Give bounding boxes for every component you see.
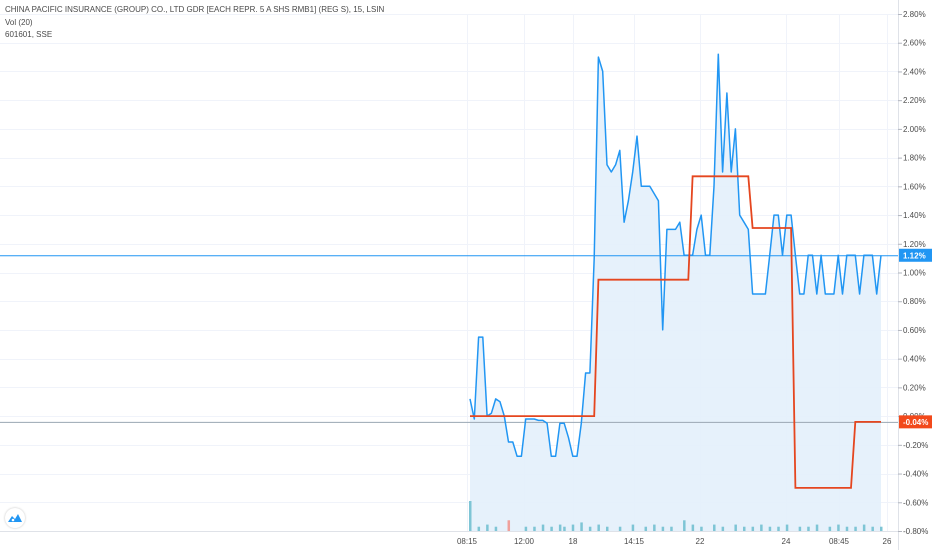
x-tick-label: 08:15 (457, 537, 478, 546)
y-tick-label: 0.20% (903, 383, 926, 392)
y-tick-label: 2.20% (903, 96, 926, 105)
series-line-compare (470, 175, 881, 489)
volume-bar (571, 524, 575, 531)
volume-bar (798, 526, 802, 531)
y-tick-label: -0.20% (903, 441, 928, 450)
badge-main-bg (899, 248, 932, 262)
y-tick-label: 2.40% (903, 67, 926, 76)
volume-bar (661, 526, 665, 531)
volume-bar (713, 524, 716, 531)
volume-bar (507, 520, 511, 531)
volume-bar (644, 526, 648, 531)
y-tick-label: 0.40% (903, 355, 926, 364)
comparison-legend: 601601, SSE (5, 30, 53, 39)
volume-bar (563, 526, 566, 531)
volume-bar (494, 526, 498, 531)
volume-bar (631, 524, 635, 531)
y-tick-label: 1.40% (903, 211, 926, 220)
badge-compare-bg (899, 415, 932, 429)
x-tick-label: 22 (696, 537, 705, 546)
x-tick-label: 08:45 (829, 537, 850, 546)
volume-bar (653, 524, 656, 531)
series-area (470, 54, 881, 531)
volume-bar (880, 526, 883, 531)
y-tick-label: 1.60% (903, 182, 926, 191)
volume-bar (588, 526, 592, 531)
volume-bar (721, 526, 725, 531)
volume-bar (837, 524, 840, 531)
x-tick-label: 26 (883, 537, 892, 546)
y-tick-label: 0.80% (903, 297, 926, 306)
tradingview-logo-icon[interactable] (5, 508, 25, 528)
y-tick-label: -0.80% (903, 527, 928, 536)
volume-bar (477, 526, 481, 531)
symbol-title: CHINA PACIFIC INSURANCE (GROUP) CO., LTD… (5, 5, 385, 14)
x-tick-label: 12:00 (514, 537, 535, 546)
y-tick-label: -0.40% (903, 470, 928, 479)
volume-legend: Vol (20) (5, 17, 33, 27)
volume-bar (524, 526, 528, 531)
volume-bar (597, 524, 600, 531)
volume-bar (700, 526, 703, 531)
volume-bar (533, 526, 536, 531)
volume-bar (828, 526, 832, 531)
series-line-main (469, 53, 882, 458)
volume-bar (558, 524, 562, 531)
volume-bar (862, 524, 866, 531)
y-tick-label: 0.60% (903, 326, 926, 335)
badge-main-label: 1.12% (903, 251, 926, 260)
volume-bar (777, 526, 780, 531)
volume-bar (785, 524, 789, 531)
volume-bar (743, 526, 746, 531)
volume-bar (871, 526, 874, 531)
x-tick-label: 24 (782, 537, 791, 546)
volume-bar (734, 524, 737, 531)
volume-bar (469, 501, 472, 531)
y-tick-label: 2.00% (903, 125, 926, 134)
volume-bar (486, 524, 489, 531)
volume-bar (550, 526, 553, 531)
x-tick-label: 14:15 (624, 537, 645, 546)
y-tick-label: -0.60% (903, 498, 928, 507)
volume-bar (751, 526, 755, 531)
volume-bar (683, 520, 686, 531)
volume-bar (670, 526, 673, 531)
chart-legend: CHINA PACIFIC INSURANCE (GROUP) CO., LTD… (5, 4, 384, 42)
volume-bar (618, 526, 622, 531)
volume-bar (580, 522, 583, 531)
volume-bar (760, 524, 763, 531)
volume-bar (815, 524, 819, 531)
y-tick-label: 1.00% (903, 269, 926, 278)
volume-bar (541, 524, 545, 531)
logo-mark (8, 514, 22, 522)
volume-bar (854, 526, 857, 531)
y-tick-label: 2.60% (903, 39, 926, 48)
volume-bar (768, 526, 772, 531)
volume-bar (606, 526, 609, 531)
y-tick-label: 2.80% (903, 10, 926, 19)
y-tick-label: 1.80% (903, 154, 926, 163)
volume-bar (807, 526, 810, 531)
y-tick-label: 1.20% (903, 240, 926, 249)
x-tick-label: 18 (569, 537, 578, 546)
badge-compare-label: -0.04% (903, 418, 928, 427)
volume-bar (845, 526, 849, 531)
volume-bar (691, 524, 695, 531)
